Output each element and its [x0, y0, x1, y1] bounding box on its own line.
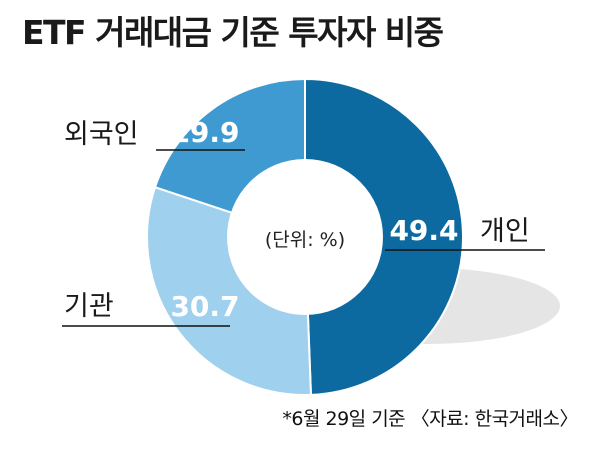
slice-value-foreign: 19.9 — [170, 116, 239, 149]
slice-value-individual: 49.4 — [389, 214, 458, 247]
slice-value-institution: 30.7 — [170, 290, 239, 323]
donut-hole — [227, 159, 383, 315]
unit-label: (단위: %) — [265, 229, 345, 251]
slice-name-institution: 기관 — [64, 291, 114, 322]
slice-name-foreign: 외국인 — [64, 119, 139, 150]
chart-title: ETF 거래대금 기준 투자자 비중 — [22, 13, 444, 52]
slice-individual — [304, 77, 464, 396]
source-footnote: *6월 29일 기준 〈자료: 한국거래소〉 — [282, 408, 578, 430]
slice-name-individual: 개인 — [480, 216, 530, 247]
